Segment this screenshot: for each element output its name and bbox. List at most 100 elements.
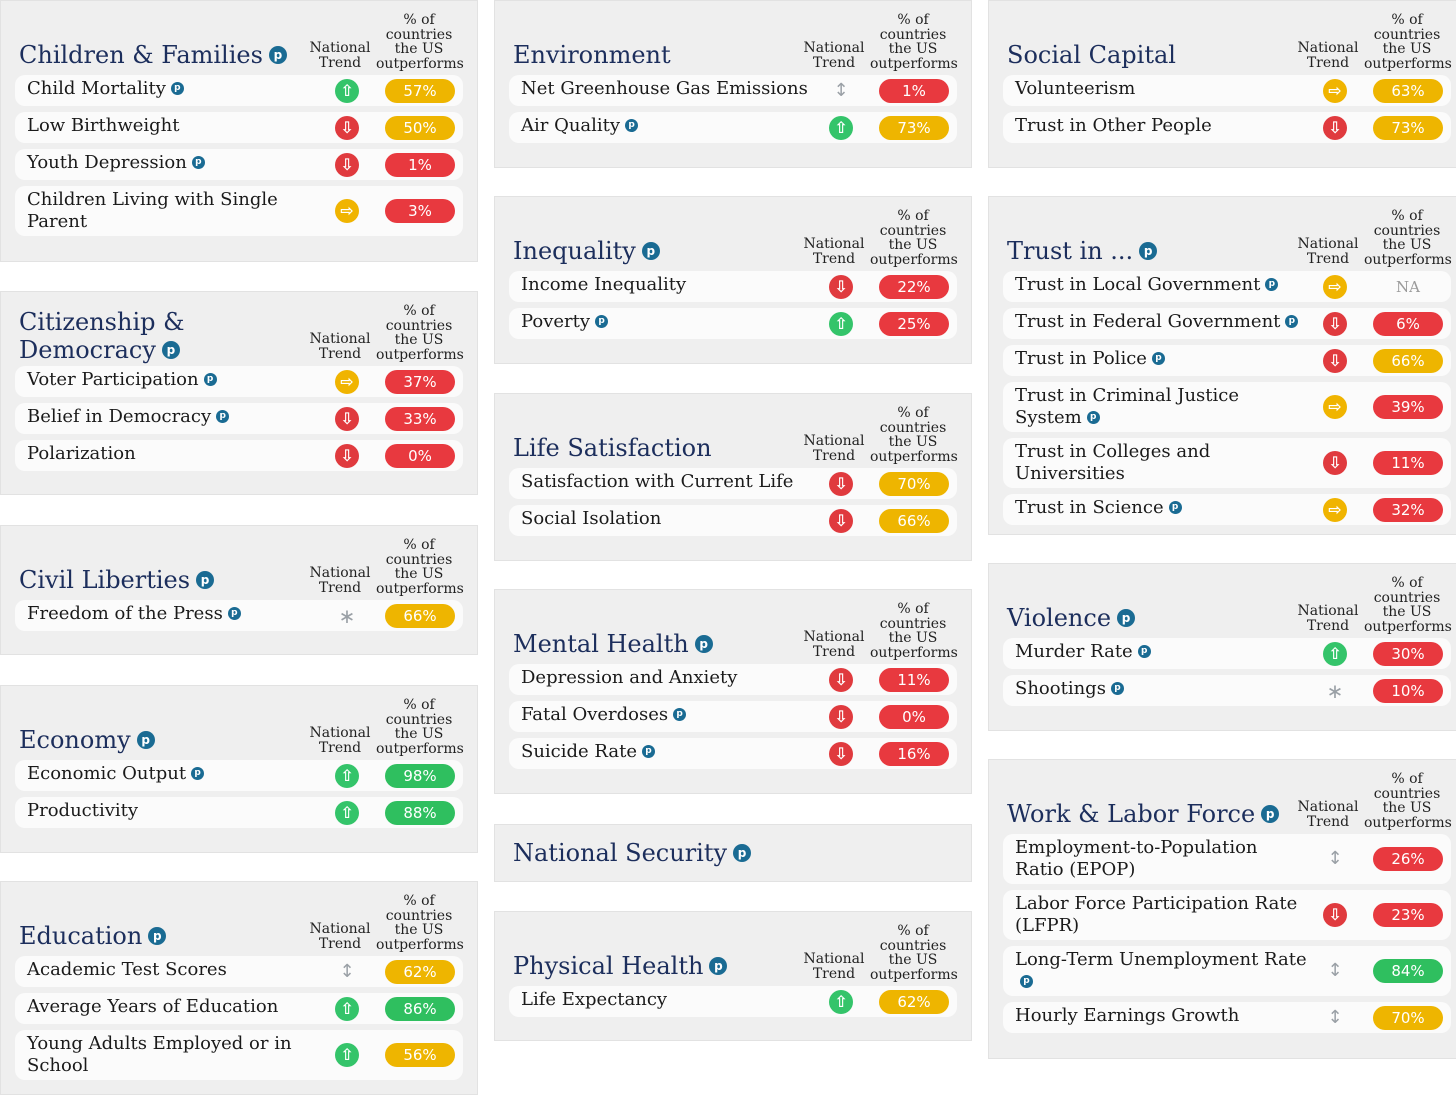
- metric-label[interactable]: Polarization: [15, 440, 463, 468]
- info-p-icon[interactable]: p: [191, 156, 205, 169]
- metric-row-economic-output[interactable]: Economic Output p ⇧ 98%: [15, 760, 463, 791]
- metric-row-long-term-unemployment-rate[interactable]: Long-Term Unemployment Rate p ↕ 84%: [1003, 946, 1451, 996]
- metric-label[interactable]: Satisfaction with Current Life: [509, 468, 957, 496]
- info-p-icon[interactable]: p: [136, 731, 155, 749]
- info-p-icon[interactable]: p: [673, 708, 687, 721]
- metric-label[interactable]: Economic Output p: [15, 760, 463, 788]
- metric-label[interactable]: Young Adults Employed or in School: [15, 1030, 463, 1080]
- metric-label[interactable]: Trust in Science p: [1003, 494, 1451, 522]
- metric-row-shootings[interactable]: Shootings p ∗ 10%: [1003, 675, 1451, 706]
- metric-row-child-mortality[interactable]: Child Mortality p ⇧ 57%: [15, 75, 463, 106]
- info-p-icon[interactable]: p: [1168, 501, 1182, 514]
- metric-row-academic-test-scores[interactable]: Academic Test Scores ↕ 62%: [15, 956, 463, 987]
- metric-label[interactable]: Long-Term Unemployment Rate p: [1003, 946, 1451, 996]
- metric-label[interactable]: Trust in Other People: [1003, 112, 1451, 140]
- metric-row-labor-force-participation-rate-lfpr[interactable]: Labor Force Participation Rate (LFPR) ⇩ 23…: [1003, 890, 1451, 940]
- info-p-icon[interactable]: p: [170, 82, 184, 95]
- metric-label[interactable]: Trust in Police p: [1003, 345, 1451, 373]
- metric-label[interactable]: Labor Force Participation Rate (LFPR): [1003, 890, 1451, 940]
- metric-label[interactable]: Volunteerism: [1003, 75, 1451, 103]
- info-p-icon[interactable]: p: [1151, 352, 1165, 365]
- metric-label[interactable]: Air Quality p: [509, 112, 957, 140]
- metric-row-trust-in-police[interactable]: Trust in Police p ⇩ 66%: [1003, 345, 1451, 376]
- info-p-icon[interactable]: p: [196, 571, 215, 589]
- metric-label[interactable]: Hourly Earnings Growth: [1003, 1002, 1451, 1030]
- metric-label[interactable]: Depression and Anxiety: [509, 664, 957, 692]
- metric-label[interactable]: Income Inequality: [509, 271, 957, 299]
- info-p-icon[interactable]: p: [1117, 609, 1136, 627]
- metric-label[interactable]: Low Birthweight: [15, 112, 463, 140]
- metric-label[interactable]: Average Years of Education: [15, 993, 463, 1021]
- info-p-icon[interactable]: p: [191, 767, 205, 780]
- metric-row-belief-in-democracy[interactable]: Belief in Democracy p ⇩ 33%: [15, 403, 463, 434]
- metric-row-polarization[interactable]: Polarization ⇩ 0%: [15, 440, 463, 471]
- info-p-icon[interactable]: p: [1139, 242, 1158, 260]
- info-p-icon[interactable]: p: [709, 957, 728, 975]
- metric-label[interactable]: Employment-to-Population Ratio (EPOP): [1003, 834, 1451, 884]
- info-p-icon[interactable]: p: [1086, 411, 1100, 424]
- metric-row-young-adults-employed-or-in-school[interactable]: Young Adults Employed or in School ⇧ 56%: [15, 1030, 463, 1080]
- metric-row-low-birthweight[interactable]: Low Birthweight ⇩ 50%: [15, 112, 463, 143]
- metric-row-social-isolation[interactable]: Social Isolation ⇩ 66%: [509, 505, 957, 536]
- metric-row-trust-in-other-people[interactable]: Trust in Other People ⇩ 73%: [1003, 112, 1451, 143]
- info-p-icon[interactable]: p: [216, 410, 230, 423]
- metric-label[interactable]: Voter Participation p: [15, 366, 463, 394]
- info-p-icon[interactable]: p: [203, 373, 217, 386]
- metric-label[interactable]: Youth Depression p: [15, 149, 463, 177]
- metric-label[interactable]: Trust in Local Government p: [1003, 271, 1451, 299]
- metric-label[interactable]: Belief in Democracy p: [15, 403, 463, 431]
- metric-row-life-expectancy[interactable]: Life Expectancy ⇧ 62%: [509, 986, 957, 1017]
- info-p-icon[interactable]: p: [1020, 975, 1033, 988]
- metric-label[interactable]: Academic Test Scores: [15, 956, 463, 984]
- info-p-icon[interactable]: p: [268, 46, 287, 64]
- info-p-icon[interactable]: p: [642, 745, 655, 758]
- info-p-icon[interactable]: p: [148, 927, 167, 945]
- metric-label[interactable]: Net Greenhouse Gas Emissions: [509, 75, 957, 103]
- metric-row-voter-participation[interactable]: Voter Participation p ⇨ 37%: [15, 366, 463, 397]
- metric-row-hourly-earnings-growth[interactable]: Hourly Earnings Growth ↕ 70%: [1003, 1002, 1451, 1033]
- metric-label[interactable]: Freedom of the Press p: [15, 600, 463, 628]
- info-p-icon[interactable]: p: [1285, 315, 1299, 328]
- metric-row-productivity[interactable]: Productivity ⇧ 88%: [15, 797, 463, 828]
- info-p-icon[interactable]: p: [161, 341, 180, 359]
- metric-label[interactable]: Trust in Colleges and Universities: [1003, 438, 1451, 488]
- info-p-icon[interactable]: p: [227, 607, 241, 620]
- metric-row-poverty[interactable]: Poverty p ⇧ 25%: [509, 308, 957, 339]
- info-p-icon[interactable]: p: [595, 315, 609, 328]
- metric-row-net-greenhouse-gas-emissions[interactable]: Net Greenhouse Gas Emissions ↕ 1%: [509, 75, 957, 106]
- metric-row-air-quality[interactable]: Air Quality p ⇧ 73%: [509, 112, 957, 143]
- metric-label[interactable]: Trust in Criminal Justice System p: [1003, 382, 1451, 432]
- metric-row-average-years-of-education[interactable]: Average Years of Education ⇧ 86%: [15, 993, 463, 1024]
- info-p-icon[interactable]: p: [641, 242, 660, 260]
- metric-label[interactable]: Fatal Overdoses p: [509, 701, 957, 729]
- metric-row-youth-depression[interactable]: Youth Depression p ⇩ 1%: [15, 149, 463, 180]
- metric-row-trust-in-criminal-justice-system[interactable]: Trust in Criminal Justice System p ⇨ 39%: [1003, 382, 1451, 432]
- metric-label[interactable]: Suicide Rate p: [509, 738, 957, 766]
- metric-row-fatal-overdoses[interactable]: Fatal Overdoses p ⇩ 0%: [509, 701, 957, 732]
- metric-row-suicide-rate[interactable]: Suicide Rate p ⇩ 16%: [509, 738, 957, 769]
- metric-row-murder-rate[interactable]: Murder Rate p ⇧ 30%: [1003, 638, 1451, 669]
- metric-row-trust-in-local-government[interactable]: Trust in Local Government p ⇨ NA: [1003, 271, 1451, 302]
- metric-row-income-inequality[interactable]: Income Inequality ⇩ 22%: [509, 271, 957, 302]
- metric-label[interactable]: Productivity: [15, 797, 463, 825]
- metric-row-volunteerism[interactable]: Volunteerism ⇨ 63%: [1003, 75, 1451, 106]
- metric-label[interactable]: Shootings p: [1003, 675, 1451, 703]
- metric-row-trust-in-colleges-and-universities[interactable]: Trust in Colleges and Universities ⇩ 11%: [1003, 438, 1451, 488]
- info-p-icon[interactable]: p: [625, 119, 639, 132]
- metric-label[interactable]: Children Living with Single Parent: [15, 186, 463, 236]
- info-p-icon[interactable]: p: [694, 635, 713, 653]
- metric-row-employment-to-population-ratio-epop[interactable]: Employment-to-Population Ratio (EPOP) ↕ 26…: [1003, 834, 1451, 884]
- metric-row-satisfaction-with-current-life[interactable]: Satisfaction with Current Life ⇩ 70%: [509, 468, 957, 499]
- metric-label[interactable]: Child Mortality p: [15, 75, 463, 103]
- info-p-icon[interactable]: p: [1265, 278, 1279, 291]
- metric-label[interactable]: Social Isolation: [509, 505, 957, 533]
- metric-label[interactable]: Poverty p: [509, 308, 957, 336]
- metric-label[interactable]: Murder Rate p: [1003, 638, 1451, 666]
- info-p-icon[interactable]: p: [1137, 645, 1151, 658]
- metric-row-children-living-with-single-parent[interactable]: Children Living with Single Parent ⇨ 3%: [15, 186, 463, 236]
- metric-row-trust-in-federal-government[interactable]: Trust in Federal Government p ⇩ 6%: [1003, 308, 1451, 339]
- metric-label[interactable]: Trust in Federal Government p: [1003, 308, 1451, 336]
- metric-row-depression-and-anxiety[interactable]: Depression and Anxiety ⇩ 11%: [509, 664, 957, 695]
- metric-row-trust-in-science[interactable]: Trust in Science p ⇨ 32%: [1003, 494, 1451, 525]
- metric-row-freedom-of-the-press[interactable]: Freedom of the Press p ∗ 66%: [15, 600, 463, 631]
